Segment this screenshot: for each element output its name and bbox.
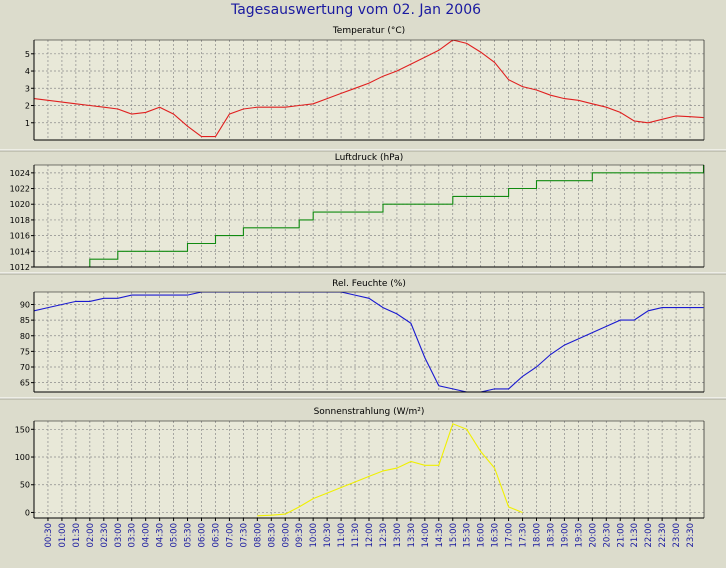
x-tick-label: 19:30 — [574, 523, 584, 548]
y-tick-label: 150 — [15, 425, 30, 434]
chart-title: Temperatur (°C) — [332, 26, 405, 36]
series-line — [34, 40, 704, 138]
y-tick-label: 1018 — [10, 216, 30, 225]
y-tick-label: 80 — [20, 332, 30, 341]
time-axis: 00:30 01:00 01:30 02:00 02:30 03:00 03:30 04:00… — [44, 518, 696, 548]
series-line — [34, 292, 704, 392]
y-tick-label: 0 — [25, 508, 30, 517]
chart-panel: Sonnenstrahlung (W/m²) 0 50 100 150 — [15, 407, 705, 519]
x-tick-label: 01:30 — [72, 523, 82, 548]
chart-panel: Temperatur (°C) 1 2 3 4 5 — [25, 26, 705, 141]
y-tick-label: 3 — [25, 84, 30, 93]
page-title: Tagesauswertung vom 02. Jan 2006 — [230, 2, 481, 18]
y-tick-label: 1012 — [10, 263, 30, 272]
x-tick-label: 03:30 — [128, 523, 138, 548]
y-tick-label: 85 — [20, 316, 30, 325]
x-tick-label: 02:30 — [100, 523, 110, 548]
x-tick-label: 13:00 — [393, 523, 403, 548]
y-tick-label: 75 — [20, 347, 30, 356]
chart-panel: Luftdruck (hPa) 1012 1014 1016 1018 1020 1022 1… — [10, 153, 705, 272]
x-tick-label: 15:30 — [463, 523, 473, 548]
y-tick-label: 5 — [25, 50, 30, 59]
x-tick-label: 05:30 — [184, 523, 194, 548]
x-tick-label: 07:30 — [239, 523, 249, 548]
series-line — [257, 423, 523, 517]
x-tick-label: 13:30 — [407, 523, 417, 548]
x-tick-label: 08:00 — [253, 523, 263, 548]
x-tick-label: 16:30 — [491, 523, 501, 548]
x-tick-label: 18:30 — [546, 523, 556, 548]
x-tick-label: 14:30 — [435, 523, 445, 548]
x-tick-label: 07:00 — [225, 523, 235, 548]
x-tick-label: 06:30 — [211, 523, 221, 548]
y-tick-label: 1020 — [10, 200, 30, 209]
chart-title: Rel. Feuchte (%) — [332, 279, 406, 289]
x-tick-label: 11:30 — [351, 523, 361, 548]
x-tick-label: 21:00 — [616, 523, 626, 548]
y-tick-label: 1022 — [10, 185, 30, 194]
y-tick-label: 4 — [25, 67, 30, 76]
x-tick-label: 19:00 — [560, 523, 570, 548]
x-tick-label: 23:00 — [672, 523, 682, 548]
chart-title: Luftdruck (hPa) — [335, 153, 404, 163]
x-tick-label: 12:30 — [379, 523, 389, 548]
x-tick-label: 22:00 — [644, 523, 654, 548]
x-tick-label: 15:00 — [449, 523, 459, 548]
y-tick-label: 65 — [20, 379, 30, 388]
y-tick-label: 1024 — [10, 169, 30, 178]
x-tick-label: 10:00 — [309, 523, 319, 548]
x-tick-label: 22:30 — [658, 523, 668, 548]
y-tick-label: 1 — [25, 119, 30, 128]
x-tick-label: 09:00 — [281, 523, 291, 548]
x-tick-label: 20:30 — [602, 523, 612, 548]
x-tick-label: 08:30 — [267, 523, 277, 548]
x-tick-label: 01:00 — [58, 523, 68, 548]
x-tick-label: 00:30 — [44, 523, 54, 548]
series-line — [75, 165, 704, 267]
x-tick-label: 23:30 — [686, 523, 696, 548]
x-tick-label: 04:30 — [156, 523, 166, 548]
y-tick-label: 90 — [20, 301, 30, 310]
x-tick-label: 21:30 — [630, 523, 640, 548]
x-tick-label: 16:00 — [477, 523, 487, 548]
x-tick-label: 11:00 — [337, 523, 347, 548]
x-tick-label: 17:30 — [519, 523, 529, 548]
x-tick-label: 03:00 — [114, 523, 124, 548]
y-tick-label: 100 — [15, 453, 30, 462]
chart-panels: Temperatur (°C) 1 2 3 4 5 Luftdruck (hPa) 1012 1… — [0, 26, 726, 519]
x-tick-label: 05:00 — [170, 523, 180, 548]
x-tick-label: 12:00 — [365, 523, 375, 548]
chart-title: Sonnenstrahlung (W/m²) — [314, 407, 425, 417]
x-tick-label: 17:00 — [505, 523, 515, 548]
x-tick-label: 02:00 — [86, 523, 96, 548]
x-tick-label: 14:00 — [421, 523, 431, 548]
x-tick-label: 06:00 — [198, 523, 208, 548]
x-tick-label: 10:30 — [323, 523, 333, 548]
x-tick-label: 18:00 — [533, 523, 543, 548]
chart-panel: Rel. Feuchte (%) 65 70 75 80 85 90 — [20, 279, 705, 393]
y-tick-label: 2 — [25, 102, 30, 111]
y-tick-label: 50 — [20, 481, 30, 490]
y-tick-label: 1014 — [10, 247, 30, 256]
y-tick-label: 70 — [20, 363, 30, 372]
y-tick-label: 1016 — [10, 232, 30, 241]
x-tick-label: 20:00 — [588, 523, 598, 548]
x-tick-label: 09:30 — [295, 523, 305, 548]
x-tick-label: 04:00 — [142, 523, 152, 548]
